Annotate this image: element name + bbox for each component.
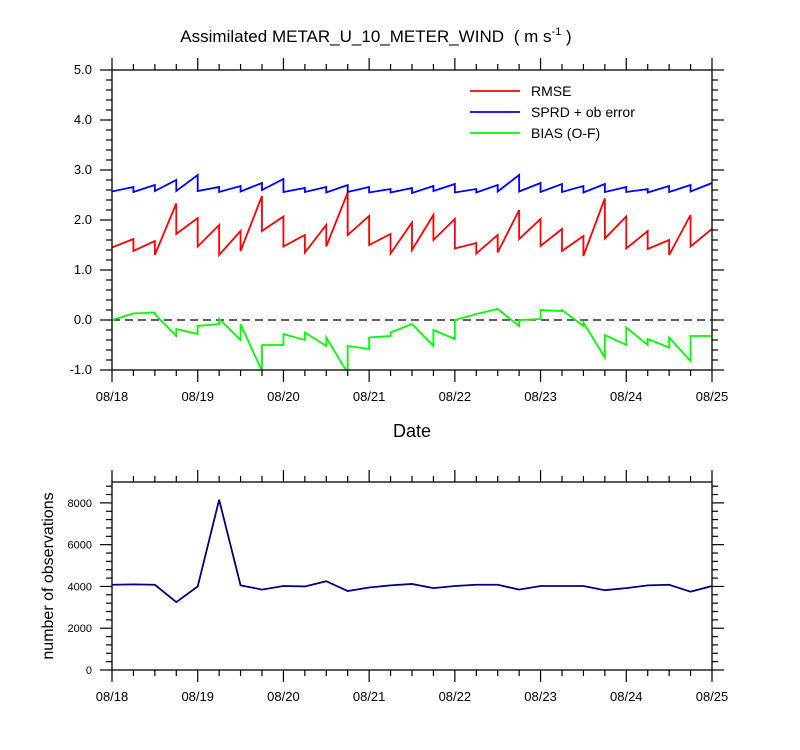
legend-label-rmse: RMSE [531,83,571,99]
bottom-x-tick-label: 08/18 [96,689,129,704]
top-x-tick-label: 08/25 [696,389,729,404]
top-x-tick-label: 08/22 [439,389,472,404]
top-y-tick-label: 3.0 [74,162,92,177]
top-y-tick-label: 4.0 [74,112,92,127]
bottom-x-tick-label: 08/23 [524,689,557,704]
bottom-y-tick-label: 2000 [68,623,92,635]
bottom-y-tick-label: 0 [86,665,92,677]
bottom-x-tick-label: 08/22 [439,689,472,704]
top-x-tick-label: 08/24 [610,389,643,404]
top-x-tick-label: 08/18 [96,389,129,404]
bottom-y-tick-label: 6000 [68,540,92,552]
bias-rmse-chart: 08/18 08/19 08/20 08/21 08/22 08/23 08/24 08/25… [70,58,729,441]
top-chart-series [112,173,712,370]
bottom-chart-ticks [100,470,724,682]
top-chart-xlabel: Date [393,421,431,441]
chart-title: Assimilated METAR_U_10_METER_WIND ( m s-… [180,26,571,46]
chart-title-units-close: ) [561,27,571,46]
top-chart-ticks [100,58,724,382]
top-y-tick-label: 0.0 [74,312,92,327]
bottom-x-tick-label: 08/19 [181,689,214,704]
top-chart-frame [111,69,713,371]
bottom-chart-series [112,499,712,604]
top-y-tick-label: 1.0 [74,262,92,277]
bottom-y-tick-label: 4000 [68,581,92,593]
top-chart-legend: RMSE SPRD + ob error BIAS (O-F) [470,83,635,141]
observation-count-chart: 08/18 08/19 08/20 08/21 08/22 08/23 08/24 08/25… [40,470,728,704]
top-y-tick-label: -1.0 [70,362,92,377]
top-x-tick-label: 08/20 [267,389,300,404]
legend-label-sprd: SPRD + ob error [531,104,635,120]
chart-title-units-superscript: -1 [552,26,562,38]
series-line-bias-o-f [112,308,712,370]
bottom-x-tick-label: 08/24 [610,689,643,704]
series-line-number-of-observations [112,499,712,604]
series-line-rmse [112,192,712,258]
top-y-tick-label: 5.0 [74,62,92,77]
chart-title-units-open: ( m s [514,27,552,46]
legend-label-bias: BIAS (O-F) [531,125,600,141]
top-y-tick-label: 2.0 [74,212,92,227]
top-chart-tick-labels: 08/18 08/19 08/20 08/21 08/22 08/23 08/24 08/25… [70,62,729,404]
series-line-sprd-ob-error [112,173,712,195]
bottom-x-tick-label: 08/25 [696,689,729,704]
bottom-x-tick-label: 08/20 [267,689,300,704]
bottom-x-tick-label: 08/21 [353,689,386,704]
top-x-tick-label: 08/19 [181,389,214,404]
bottom-y-tick-label: 8000 [68,498,92,510]
bottom-chart-frame [111,481,713,671]
top-x-tick-label: 08/23 [524,389,557,404]
bottom-chart-tick-labels: 08/18 08/19 08/20 08/21 08/22 08/23 08/24 08/25… [68,498,729,704]
chart-title-text: Assimilated METAR_U_10_METER_WIND [180,27,504,46]
bottom-chart-ylabel: number of observations [40,492,57,659]
top-x-tick-label: 08/21 [353,389,386,404]
